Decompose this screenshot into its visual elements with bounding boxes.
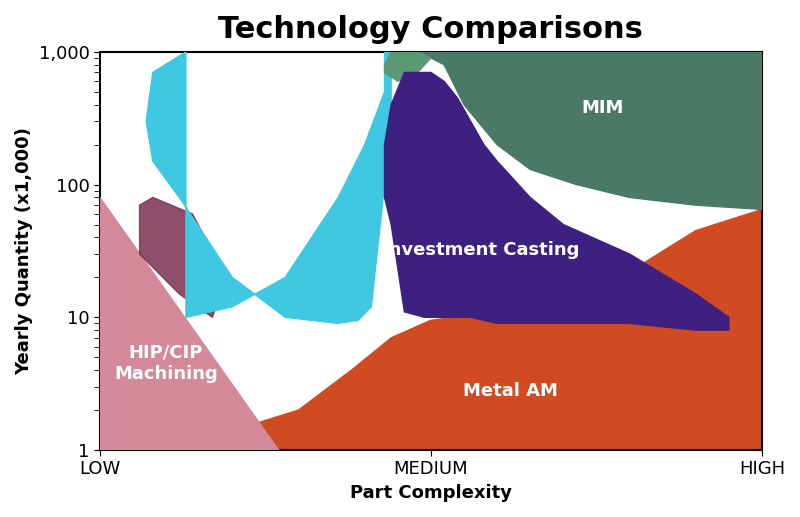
Polygon shape	[100, 197, 278, 450]
Text: HIP/CIP
Machining: HIP/CIP Machining	[114, 344, 218, 383]
Title: Technology Comparisons: Technology Comparisons	[218, 15, 643, 44]
Polygon shape	[139, 197, 226, 317]
Polygon shape	[385, 72, 729, 330]
Polygon shape	[385, 52, 431, 81]
Text: Metal AM: Metal AM	[463, 382, 558, 400]
Text: MIM: MIM	[582, 99, 624, 117]
Text: PM: PM	[230, 152, 261, 170]
Y-axis label: Yearly Quantity (x1,000): Yearly Quantity (x1,000)	[15, 127, 33, 375]
Text: Investment Casting: Investment Casting	[382, 241, 579, 259]
X-axis label: Part Complexity: Part Complexity	[350, 484, 512, 502]
Polygon shape	[418, 52, 762, 209]
Polygon shape	[100, 209, 762, 450]
Polygon shape	[146, 52, 391, 324]
